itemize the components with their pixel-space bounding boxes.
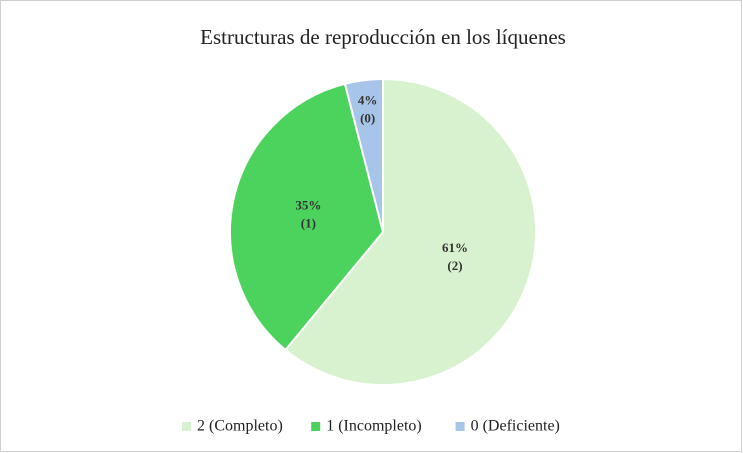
legend-label: 0 (Deficiente) [471, 418, 560, 435]
pie-slice [229, 82, 385, 352]
data-label: 61% [442, 240, 468, 255]
pie-slice [343, 77, 384, 233]
chart-title: Estructuras de reproducción en los líque… [200, 25, 566, 49]
legend-swatch [182, 422, 191, 431]
data-label: 35% [295, 197, 321, 212]
data-label-code: (1) [301, 215, 316, 230]
legend-label: 1 (Incompleto) [326, 418, 422, 435]
legend-swatch [311, 422, 321, 431]
data-label-code: (2) [447, 258, 462, 273]
data-label: 4% [358, 93, 378, 108]
legend-swatch [455, 422, 465, 431]
legend-label: 2 (Completo) [197, 418, 283, 435]
pie-slice [284, 77, 537, 386]
data-label-code: (0) [360, 111, 375, 126]
